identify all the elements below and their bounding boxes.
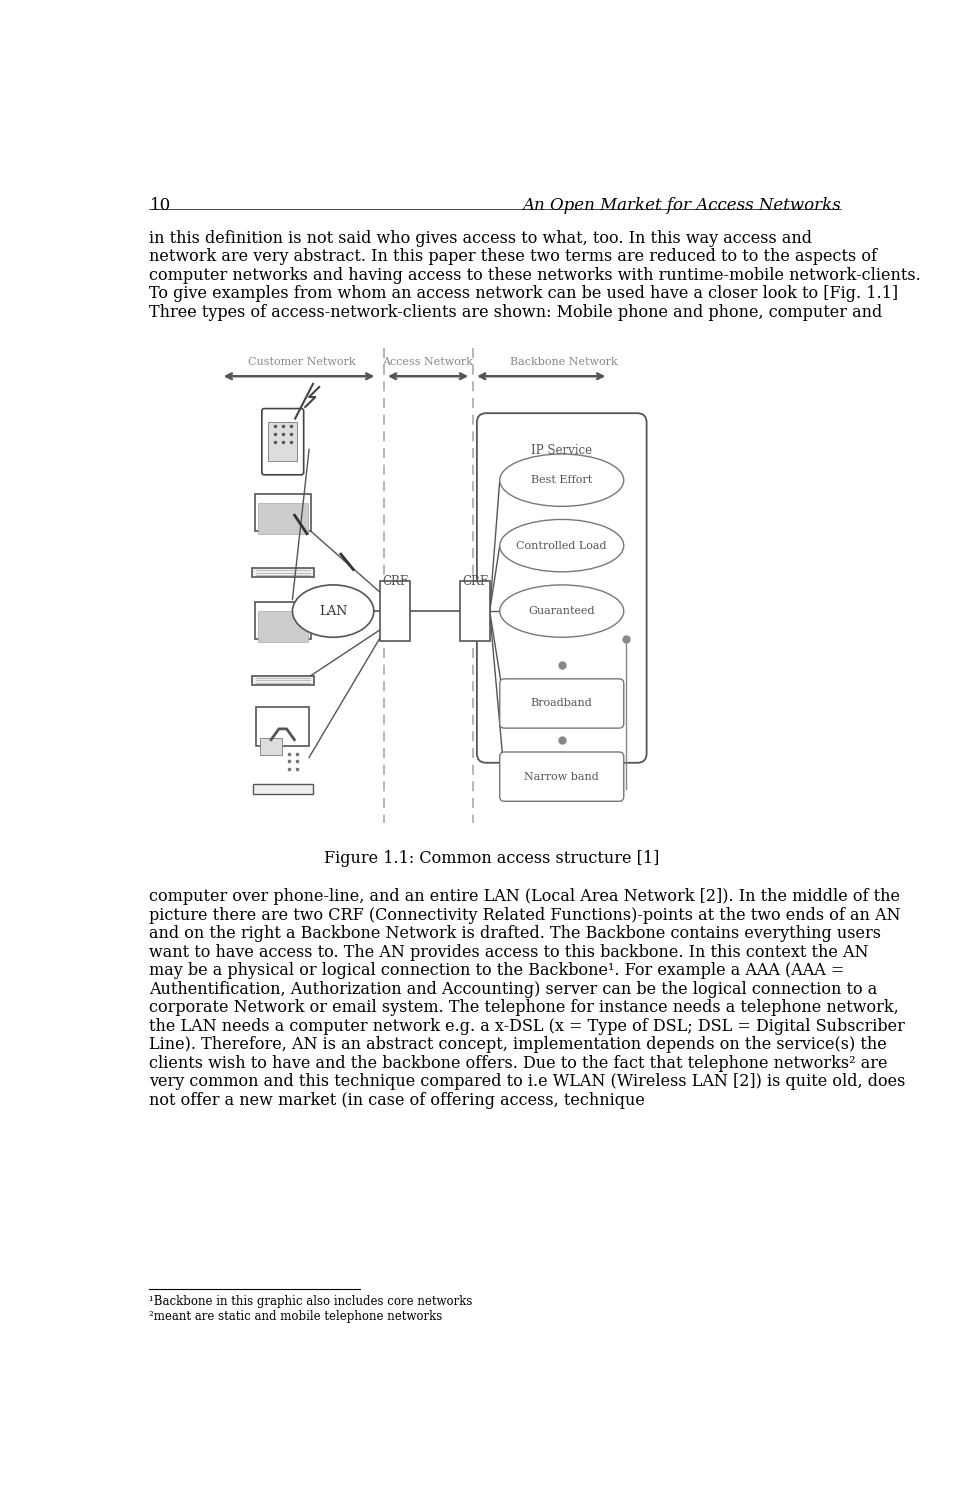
FancyBboxPatch shape [460, 582, 490, 642]
Text: Line). Therefore, AN is an abstract concept, implementation depends on the servi: Line). Therefore, AN is an abstract conc… [150, 1036, 887, 1054]
FancyBboxPatch shape [380, 582, 410, 642]
Text: network are very abstract. In this paper these two terms are reduced to to the a: network are very abstract. In this paper… [150, 249, 877, 265]
Ellipse shape [500, 520, 624, 571]
Text: ²meant are static and mobile telephone networks: ²meant are static and mobile telephone n… [150, 1310, 443, 1324]
Text: in this definition is not said who gives access to what, too. In this way access: in this definition is not said who gives… [150, 229, 812, 247]
Text: Controlled Load: Controlled Load [516, 541, 607, 550]
Text: Access Network: Access Network [383, 357, 473, 367]
FancyBboxPatch shape [260, 738, 282, 755]
Ellipse shape [500, 585, 624, 637]
FancyBboxPatch shape [500, 752, 624, 802]
Text: 10: 10 [150, 196, 171, 214]
Text: To give examples from whom an access network can be used have a closer look to [: To give examples from whom an access net… [150, 285, 899, 303]
Ellipse shape [293, 585, 373, 637]
FancyBboxPatch shape [254, 601, 311, 639]
FancyBboxPatch shape [252, 676, 314, 685]
Text: An Open Market for Access Networks: An Open Market for Access Networks [522, 196, 841, 214]
Text: Three types of access-network-clients are shown: Mobile phone and phone, compute: Three types of access-network-clients ar… [150, 304, 882, 321]
Text: corporate Network or email system. The telephone for instance needs a telephone : corporate Network or email system. The t… [150, 1000, 900, 1016]
Text: computer networks and having access to these networks with runtime-mobile networ: computer networks and having access to t… [150, 267, 922, 283]
Text: Best Effort: Best Effort [531, 475, 592, 486]
Text: Broadband: Broadband [531, 699, 592, 709]
FancyBboxPatch shape [258, 504, 307, 534]
FancyBboxPatch shape [256, 708, 309, 747]
Text: Backbone Network: Backbone Network [510, 357, 617, 367]
FancyBboxPatch shape [477, 414, 647, 763]
Text: may be a physical or logical connection to the Backbone¹. For example a AAA (AAA: may be a physical or logical connection … [150, 962, 845, 979]
Text: ¹Backbone in this graphic also includes core networks: ¹Backbone in this graphic also includes … [150, 1295, 473, 1307]
Text: CRF: CRF [462, 576, 488, 588]
Text: clients wish to have and the backbone offers. Due to the fact that telephone net: clients wish to have and the backbone of… [150, 1055, 888, 1072]
Text: want to have access to. The AN provides access to this backbone. In this context: want to have access to. The AN provides … [150, 944, 869, 961]
Text: Customer Network: Customer Network [249, 357, 356, 367]
Text: computer over phone-line, and an entire LAN (Local Area Network [2]). In the mid: computer over phone-line, and an entire … [150, 889, 900, 905]
Text: IP Service: IP Service [531, 444, 592, 457]
Text: Figure 1.1: Common access structure [1]: Figure 1.1: Common access structure [1] [324, 850, 660, 866]
FancyBboxPatch shape [268, 423, 298, 460]
Text: CRF: CRF [382, 576, 408, 588]
Ellipse shape [500, 454, 624, 507]
FancyBboxPatch shape [254, 495, 311, 531]
FancyBboxPatch shape [252, 568, 314, 577]
Text: the LAN needs a computer network e.g. a x-DSL (x = Type of DSL; DSL = Digital Su: the LAN needs a computer network e.g. a … [150, 1018, 905, 1034]
FancyBboxPatch shape [258, 612, 307, 642]
Text: very common and this technique compared to i.e WLAN (Wireless LAN [2]) is quite : very common and this technique compared … [150, 1073, 906, 1090]
FancyBboxPatch shape [252, 784, 313, 793]
Text: Guaranteed: Guaranteed [529, 606, 595, 616]
Text: and on the right a Backbone Network is drafted. The Backbone contains everything: and on the right a Backbone Network is d… [150, 925, 881, 943]
Text: Authentification, Authorization and Accounting) server can be the logical connec: Authentification, Authorization and Acco… [150, 980, 877, 998]
Text: Narrow band: Narrow band [524, 772, 599, 781]
FancyBboxPatch shape [500, 679, 624, 729]
Text: LAN: LAN [319, 604, 348, 618]
FancyBboxPatch shape [262, 409, 303, 475]
Text: not offer a new market (in case of offering access, technique: not offer a new market (in case of offer… [150, 1091, 645, 1109]
Text: picture there are two CRF (Connectivity Related Functions)-points at the two end: picture there are two CRF (Connectivity … [150, 907, 900, 923]
